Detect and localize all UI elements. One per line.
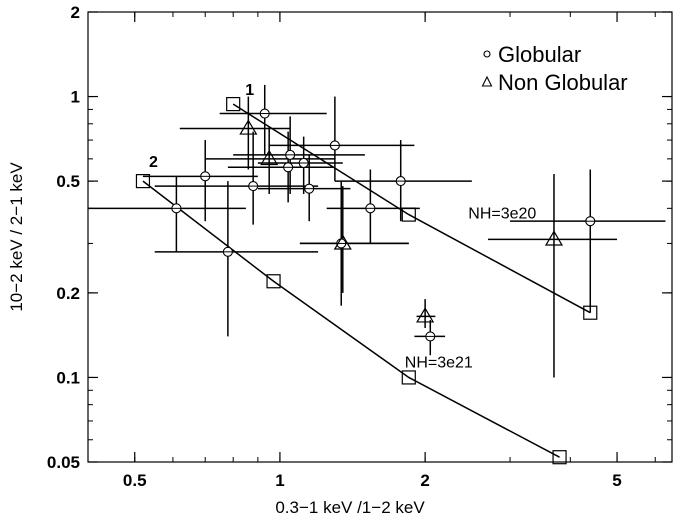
model-line-start-label: 2 bbox=[149, 154, 158, 171]
x-axis-label: 0.3−1 keV /1−2 keV bbox=[275, 498, 425, 517]
legend-entry-label: Non Globular bbox=[498, 70, 628, 95]
x-tick-label: 2 bbox=[420, 471, 429, 490]
legend-entry-label: Globular bbox=[498, 42, 581, 67]
x-tick-label: 5 bbox=[612, 471, 621, 490]
y-tick-label: 1 bbox=[71, 88, 80, 107]
y-axis-label: 10−2 keV / 2−1 keV bbox=[7, 162, 26, 312]
model-line-start-label: 1 bbox=[245, 82, 254, 99]
model-line-end-label: NH=3e20 bbox=[468, 206, 536, 223]
y-tick-label: 0.5 bbox=[56, 172, 80, 191]
x-tick-label: 0.5 bbox=[123, 471, 147, 490]
model-line-end-label: NH=3e21 bbox=[405, 354, 473, 371]
legend-circle-icon bbox=[484, 51, 490, 57]
y-tick-label: 2 bbox=[71, 3, 80, 22]
data-markers bbox=[172, 109, 595, 341]
x-tick-label: 1 bbox=[275, 471, 284, 490]
y-tick-label: 0.05 bbox=[47, 453, 80, 472]
error-bars bbox=[88, 85, 665, 378]
y-tick-label: 0.1 bbox=[56, 368, 80, 387]
y-tick-label: 0.2 bbox=[56, 284, 80, 303]
legend-triangle-icon bbox=[483, 77, 492, 86]
legend: Globular Non Globular bbox=[483, 42, 628, 95]
